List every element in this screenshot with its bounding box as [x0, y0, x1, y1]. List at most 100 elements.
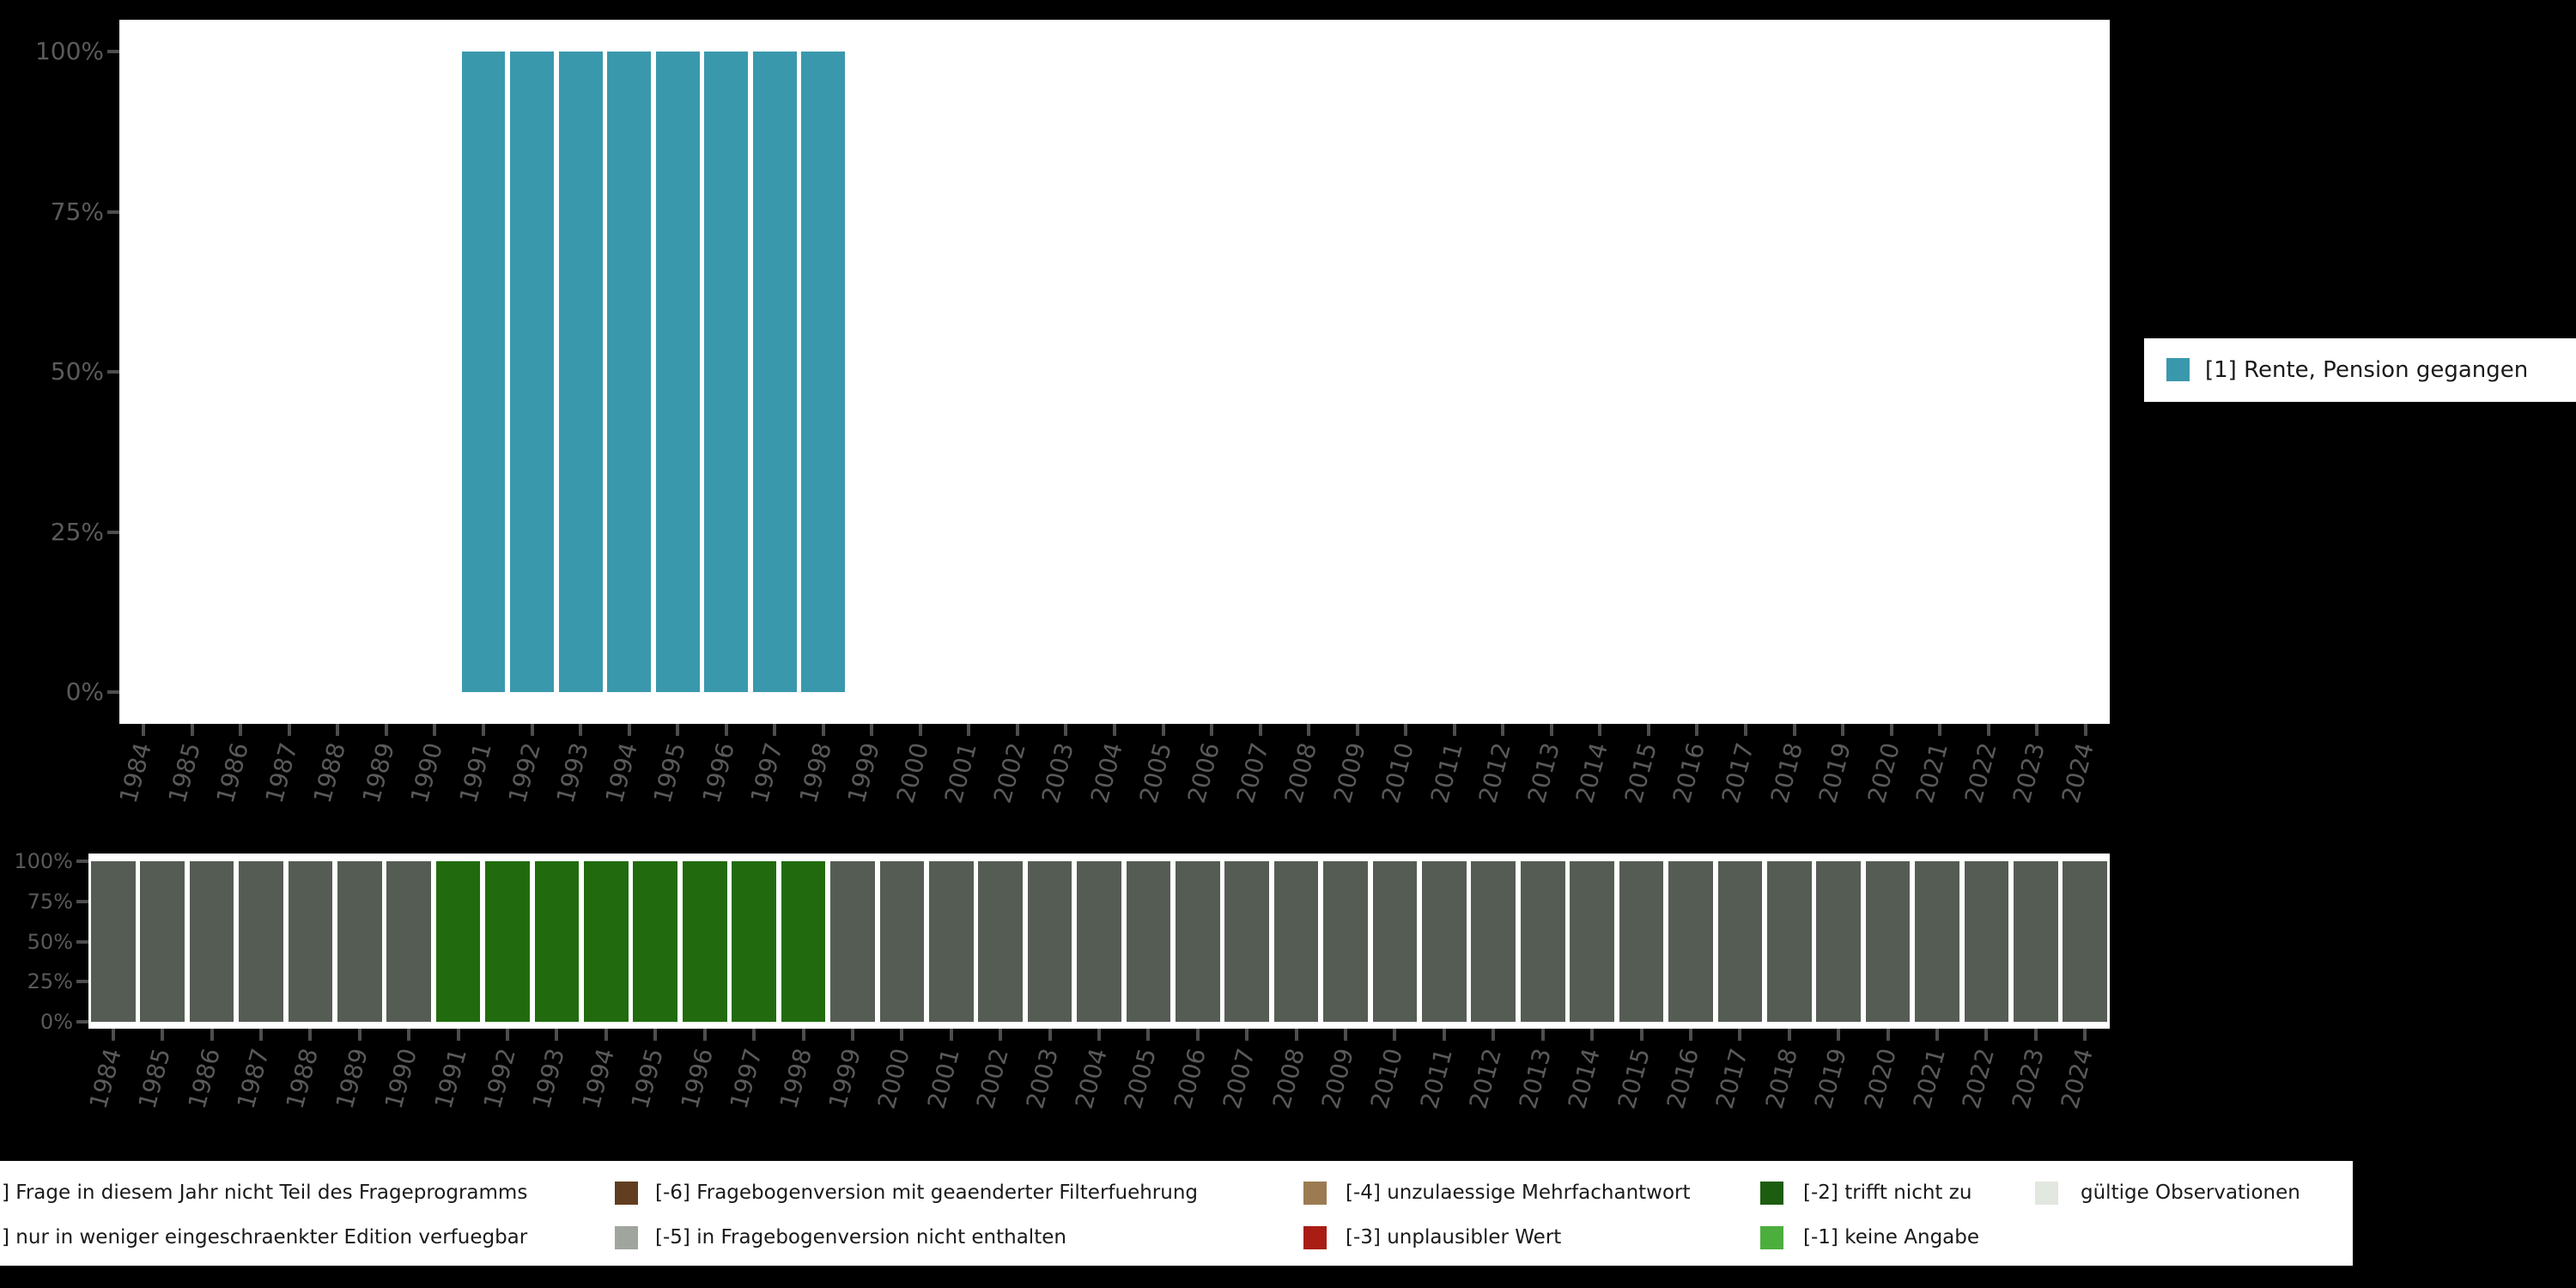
bar-1992 — [510, 52, 554, 692]
y-axis-tick — [76, 980, 88, 984]
x-axis-tick — [1837, 1029, 1841, 1041]
x-axis-year-text: 1985 — [132, 1045, 177, 1112]
x-axis-tick — [773, 724, 777, 736]
x-axis-tick — [821, 724, 825, 736]
x-axis-tick — [702, 1029, 707, 1041]
bar-1998 — [781, 861, 826, 1022]
x-axis-year-text: 2019 — [1808, 1045, 1853, 1112]
bar-2018 — [1766, 861, 1812, 1022]
x-axis-year-text: 2011 — [1414, 1045, 1458, 1112]
x-axis-year-text: 1995 — [647, 739, 692, 806]
x-axis-tick — [1540, 1029, 1545, 1041]
x-axis-tick — [2083, 1029, 2087, 1041]
x-axis-tick — [1549, 724, 1553, 736]
x-axis-year-text: 2022 — [1957, 1045, 2001, 1112]
x-axis-tick — [506, 1029, 510, 1041]
x-axis-tick — [604, 1029, 608, 1041]
x-axis-tick — [1344, 1029, 1348, 1041]
missing-legend-label: [-1] keine Angabe — [1803, 1226, 1980, 1249]
x-axis-year-text: 2006 — [1182, 739, 1226, 806]
legend-swatch-rente-pension — [2166, 358, 2190, 381]
bar-2012 — [1471, 861, 1516, 1022]
x-axis-tick — [949, 1029, 953, 1041]
bar-2016 — [1668, 861, 1713, 1022]
x-axis-year-text: 2012 — [1463, 1045, 1508, 1112]
x-axis-year-text: 1986 — [182, 1045, 226, 1112]
main-legend: [1] Rente, Pension gegangen — [2144, 338, 2576, 402]
x-axis-tick — [1393, 1029, 1397, 1041]
x-axis-tick — [1984, 1029, 1989, 1041]
x-axis-tick — [1452, 724, 1456, 736]
x-axis-year-text: 2019 — [1813, 739, 1856, 806]
missing-legend-label: [-6] Fragebogenversion mit geaenderter F… — [655, 1182, 1199, 1204]
x-axis-tick — [1404, 724, 1408, 736]
x-axis-tick — [407, 1029, 411, 1041]
bar-1997 — [732, 861, 776, 1022]
bar-2017 — [1717, 861, 1763, 1022]
x-axis-year-text: 2002 — [970, 1045, 1015, 1112]
x-axis-tick — [530, 724, 534, 736]
x-axis-tick — [1646, 724, 1650, 736]
x-axis-tick — [258, 1029, 263, 1041]
missing-legend-label: ] nur in weniger eingeschraenkter Editio… — [2, 1226, 528, 1249]
x-axis-tick — [336, 724, 340, 736]
x-axis-year-text: 2004 — [1069, 1045, 1113, 1112]
bar-1998 — [801, 52, 846, 692]
x-axis-year-text: 1998 — [774, 1045, 817, 1112]
y-axis-label: 100% — [14, 849, 73, 873]
x-axis-tick — [1938, 724, 1942, 736]
y-axis-label: 75% — [50, 197, 104, 226]
x-axis-year-text: 2018 — [1759, 1045, 1803, 1112]
x-axis-tick — [384, 724, 388, 736]
x-axis-year-text: 2014 — [1562, 1045, 1607, 1112]
x-axis-year-text: 2015 — [1619, 739, 1662, 806]
x-axis-year-text: 2003 — [1036, 739, 1080, 806]
x-axis-tick — [1935, 1029, 1940, 1041]
bar-1992 — [485, 861, 530, 1022]
x-axis-year-text: 2000 — [872, 1045, 916, 1112]
x-axis-year-text: 1988 — [280, 1045, 325, 1112]
x-axis-year-text: 1997 — [744, 739, 789, 806]
x-axis-tick — [1442, 1029, 1446, 1041]
x-axis-tick — [161, 1029, 165, 1041]
y-axis-tick — [107, 690, 119, 694]
bar-1986 — [189, 861, 234, 1022]
x-axis-tick — [2033, 1029, 2038, 1041]
missing-legend-swatch — [615, 1182, 638, 1205]
x-axis-year-text: 2002 — [987, 739, 1031, 806]
y-axis-tick — [107, 530, 119, 534]
x-axis-tick — [1195, 1029, 1200, 1041]
x-axis-tick — [456, 1029, 460, 1041]
x-axis-year-text: 1987 — [259, 739, 303, 806]
bar-1999 — [830, 861, 875, 1022]
x-axis-tick — [1886, 1029, 1890, 1041]
x-axis-tick — [900, 1029, 904, 1041]
x-axis-tick — [1598, 724, 1602, 736]
bar-2022 — [1964, 861, 2009, 1022]
x-axis-year-text: 2015 — [1612, 1045, 1656, 1112]
x-axis-tick — [190, 724, 194, 736]
x-axis-year-text: 2016 — [1661, 1045, 1704, 1112]
x-axis-year-text: 2017 — [1710, 1045, 1754, 1112]
y-axis-label: 0% — [39, 1010, 73, 1034]
missing-legend-swatch — [1760, 1182, 1783, 1205]
x-axis-year-text: 2007 — [1217, 1045, 1261, 1112]
bar-2024 — [2063, 861, 2108, 1022]
x-axis-year-text: 1991 — [428, 1045, 472, 1112]
x-axis-tick — [1097, 1029, 1101, 1041]
x-axis-year-text: 1993 — [550, 739, 595, 806]
bar-1985 — [140, 861, 185, 1022]
missing-legend-swatch — [2035, 1182, 2058, 1205]
x-axis-year-text: 2001 — [921, 1045, 965, 1112]
x-axis-year-text: 2009 — [1315, 1045, 1360, 1112]
bar-1996 — [704, 52, 749, 692]
bar-2023 — [2014, 861, 2058, 1022]
x-axis-year-text: 2008 — [1279, 739, 1323, 806]
x-axis-year-text: 1993 — [527, 1045, 571, 1112]
x-axis-tick — [1048, 1029, 1052, 1041]
x-axis-year-text: 2023 — [2006, 1045, 2050, 1112]
missing-legend-swatch — [1303, 1182, 1327, 1205]
x-axis-tick — [1590, 1029, 1595, 1041]
x-axis-tick — [870, 724, 874, 736]
